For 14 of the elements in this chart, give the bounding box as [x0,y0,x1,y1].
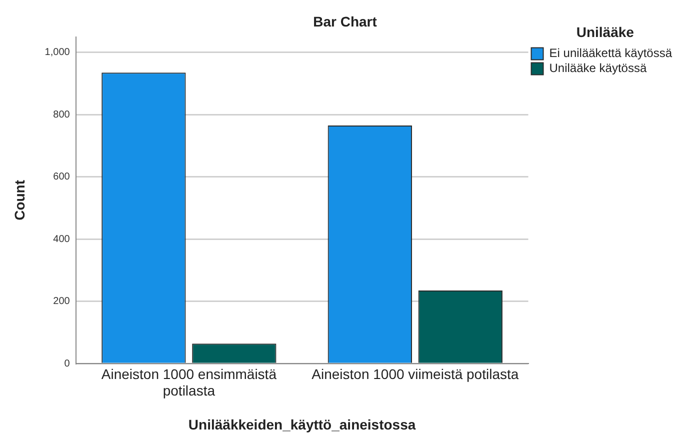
y-tick-label: 200 [53,296,70,308]
chart-title: Bar Chart [313,13,378,30]
y-tick-label: 800 [53,109,70,120]
y-tick-label: 400 [53,234,70,245]
y-tick-label: 0 [64,358,70,370]
y-axis-title: Count [11,180,28,220]
y-tick-label: 1,000 [44,47,70,58]
y-tick-label: 600 [53,172,70,183]
x-tick-label: Aineiston 1000 ensimmäistä potilasta [101,366,277,399]
legend-title: Unilääke [576,24,634,40]
x-tick-label: Aineiston 1000 viimeistä potilasta [312,366,519,382]
legend-label: Unilääke käytössä [549,61,647,76]
legend-label: Ei unilääkettä käytössä [549,46,672,60]
x-axis-title: Unilääkkeiden_käyttö_aineistossa [188,416,416,432]
